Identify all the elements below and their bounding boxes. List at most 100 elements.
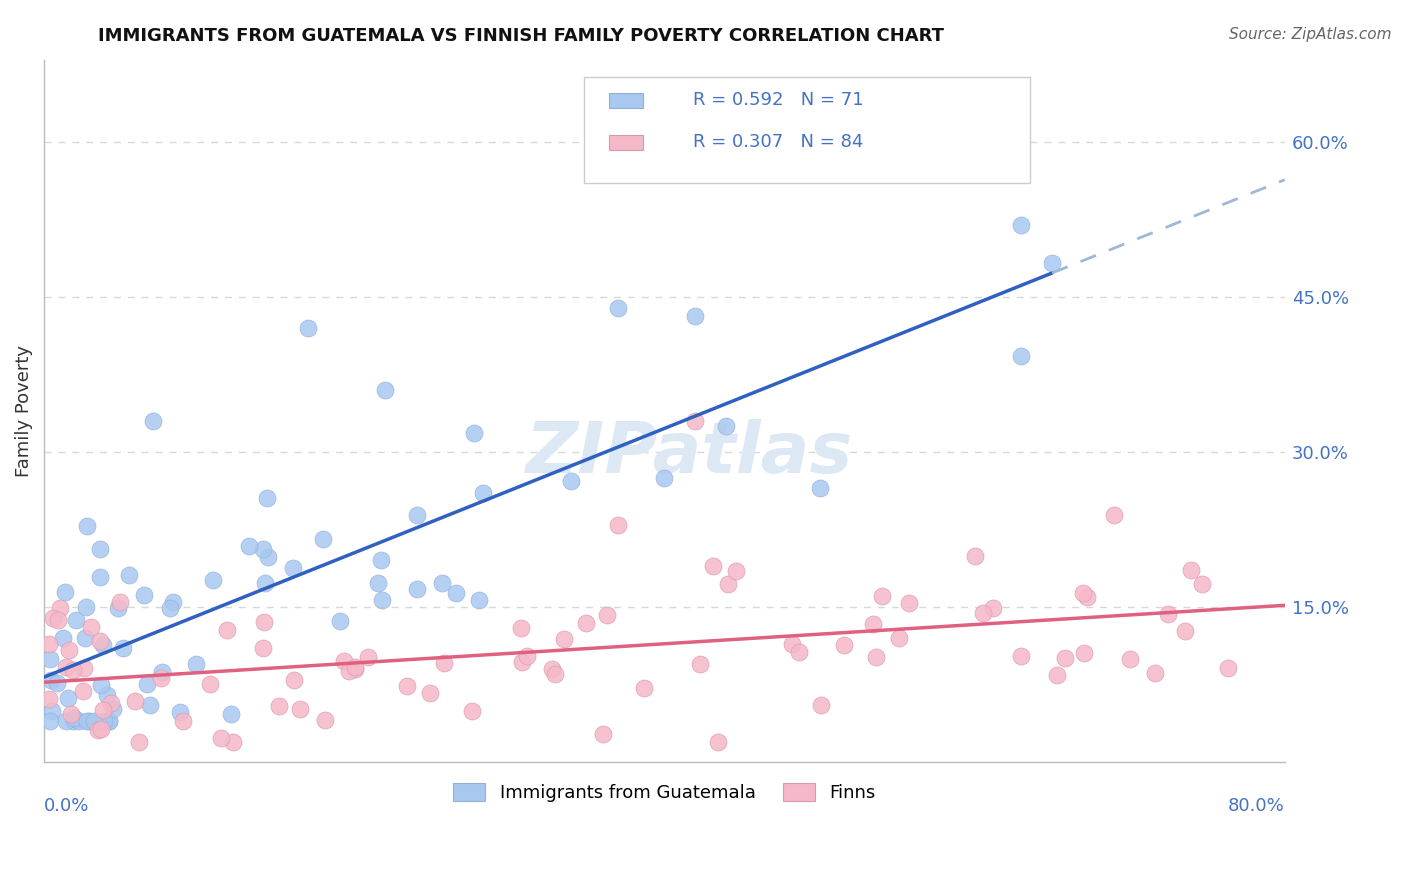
Point bbox=[253, 615, 276, 630]
Point bbox=[142, 414, 165, 428]
Point bbox=[1040, 256, 1063, 270]
Point bbox=[52, 632, 75, 646]
Point bbox=[633, 681, 655, 695]
Point bbox=[172, 714, 194, 729]
Point bbox=[1174, 624, 1197, 639]
Bar bbox=[609, 93, 644, 108]
Point bbox=[1157, 607, 1180, 622]
Point bbox=[433, 657, 456, 671]
Point bbox=[344, 660, 367, 674]
Point bbox=[149, 672, 172, 686]
Point bbox=[252, 640, 274, 655]
Legend: Immigrants from Guatemala, Finns: Immigrants from Guatemala, Finns bbox=[446, 776, 883, 809]
Point bbox=[1046, 667, 1069, 681]
Point bbox=[107, 601, 129, 615]
Point bbox=[41, 704, 63, 718]
Point bbox=[73, 661, 96, 675]
Point bbox=[91, 638, 114, 652]
Point bbox=[63, 711, 86, 725]
Point bbox=[1010, 649, 1032, 664]
Point bbox=[93, 714, 115, 728]
Point bbox=[80, 620, 103, 634]
Point bbox=[430, 575, 453, 590]
Point bbox=[872, 590, 894, 604]
Point bbox=[136, 676, 159, 690]
Point bbox=[150, 665, 173, 680]
Point bbox=[516, 649, 538, 664]
Point bbox=[39, 714, 62, 728]
Point bbox=[832, 638, 855, 652]
Point bbox=[55, 714, 77, 728]
Point bbox=[288, 702, 311, 716]
Point bbox=[544, 667, 567, 681]
Point bbox=[89, 569, 111, 583]
FancyBboxPatch shape bbox=[583, 78, 1031, 183]
Point bbox=[606, 301, 628, 315]
Point bbox=[512, 655, 534, 669]
Point bbox=[42, 610, 65, 624]
Point bbox=[184, 657, 207, 672]
Point bbox=[541, 663, 564, 677]
Point bbox=[283, 560, 305, 574]
Point bbox=[83, 714, 105, 728]
Point bbox=[865, 649, 887, 664]
Point bbox=[58, 691, 80, 706]
Point bbox=[706, 734, 728, 748]
Point bbox=[89, 634, 111, 648]
Point bbox=[1102, 508, 1125, 523]
Point bbox=[100, 696, 122, 710]
Point bbox=[472, 485, 495, 500]
Point bbox=[112, 640, 135, 655]
Point bbox=[72, 684, 94, 698]
Point bbox=[314, 713, 336, 727]
Point bbox=[467, 593, 489, 607]
Point bbox=[118, 567, 141, 582]
Point bbox=[77, 714, 100, 728]
Point bbox=[367, 575, 389, 590]
Point bbox=[297, 321, 319, 335]
Point bbox=[1180, 564, 1202, 578]
Point bbox=[862, 617, 884, 632]
Point bbox=[592, 726, 614, 740]
Point bbox=[198, 677, 221, 691]
Point bbox=[312, 532, 335, 546]
Point bbox=[724, 565, 747, 579]
Point bbox=[963, 549, 986, 563]
Point bbox=[596, 607, 619, 622]
Point bbox=[780, 636, 803, 650]
Point bbox=[55, 584, 77, 599]
Point bbox=[808, 481, 831, 495]
Text: 80.0%: 80.0% bbox=[1227, 797, 1285, 815]
Point bbox=[606, 517, 628, 532]
Point bbox=[97, 714, 120, 728]
Point bbox=[101, 702, 124, 716]
Text: R = 0.307   N = 84: R = 0.307 N = 84 bbox=[693, 133, 863, 151]
Point bbox=[981, 600, 1004, 615]
Point bbox=[887, 631, 910, 645]
Point bbox=[716, 418, 738, 433]
Point bbox=[370, 553, 392, 567]
Point bbox=[329, 615, 352, 629]
Point bbox=[560, 474, 582, 488]
Point bbox=[91, 703, 114, 717]
Point bbox=[374, 383, 396, 397]
Point bbox=[253, 576, 276, 591]
Point bbox=[110, 595, 132, 609]
Point bbox=[90, 722, 112, 736]
Point bbox=[1118, 652, 1140, 666]
Point bbox=[39, 652, 62, 666]
Point bbox=[217, 623, 239, 637]
Point bbox=[202, 573, 225, 587]
Point bbox=[716, 576, 738, 591]
Point bbox=[58, 643, 80, 657]
Point bbox=[55, 660, 77, 674]
Point bbox=[1216, 660, 1239, 674]
Point bbox=[256, 549, 278, 564]
Point bbox=[972, 607, 994, 621]
Point bbox=[810, 698, 832, 712]
Point bbox=[96, 688, 118, 702]
Text: ZIPatlas: ZIPatlas bbox=[526, 418, 853, 488]
Point bbox=[139, 698, 162, 712]
Point bbox=[654, 470, 676, 484]
Point bbox=[76, 714, 98, 728]
